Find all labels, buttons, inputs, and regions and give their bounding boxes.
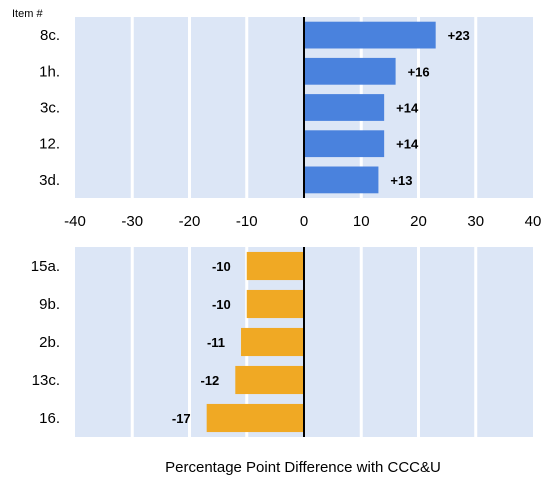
data-label: -10	[212, 259, 231, 274]
bottom-panel: 15a. -10 9b. -10 2b. -11 13c. -12 16. -17	[31, 247, 533, 437]
x-axis-tick-labels: -40 -30 -20 -10 0 10 20 30 40	[64, 213, 541, 230]
category-label: 2b.	[39, 334, 60, 351]
bar	[235, 365, 304, 395]
x-tick-label: 10	[353, 213, 370, 230]
x-tick-label: 30	[467, 213, 484, 230]
x-tick-label: 0	[300, 213, 308, 230]
category-label: 12.	[39, 136, 60, 153]
category-label: 1h.	[39, 63, 60, 80]
category-label: 8c.	[40, 27, 60, 44]
data-label: -17	[172, 411, 191, 426]
category-label: 16.	[39, 410, 60, 427]
bar	[304, 130, 385, 158]
bar	[304, 166, 379, 194]
category-header: Item #	[12, 8, 43, 20]
bar	[246, 251, 304, 281]
category-label: 9b.	[39, 296, 60, 313]
bar	[304, 21, 436, 49]
data-label: -11	[207, 335, 225, 350]
category-label: 13c.	[32, 372, 60, 389]
x-axis-title: Percentage Point Difference with CCC&U	[165, 459, 441, 476]
x-tick-label: -10	[236, 213, 258, 230]
category-label: 15a.	[31, 258, 60, 275]
data-label: +23	[448, 28, 470, 43]
x-tick-label: -30	[121, 213, 143, 230]
bar	[206, 403, 304, 433]
data-label: -10	[212, 297, 231, 312]
x-tick-label: -20	[179, 213, 201, 230]
data-label: +14	[396, 137, 419, 152]
x-tick-label: 40	[525, 213, 542, 230]
category-label: 3d.	[39, 172, 60, 189]
bar	[246, 289, 304, 319]
bar	[304, 94, 385, 121]
bar	[241, 327, 304, 357]
x-tick-label: -40	[64, 213, 86, 230]
category-label: 3c.	[40, 100, 60, 117]
data-label: +16	[408, 64, 430, 79]
top-panel: 8c. +23 1h. +16 3c. +14 12. +14 3d. +13	[39, 17, 533, 198]
bar	[304, 57, 396, 85]
data-label: +14	[396, 101, 419, 116]
x-tick-label: 20	[410, 213, 427, 230]
data-label: -12	[201, 373, 220, 388]
data-label: +13	[390, 173, 412, 188]
